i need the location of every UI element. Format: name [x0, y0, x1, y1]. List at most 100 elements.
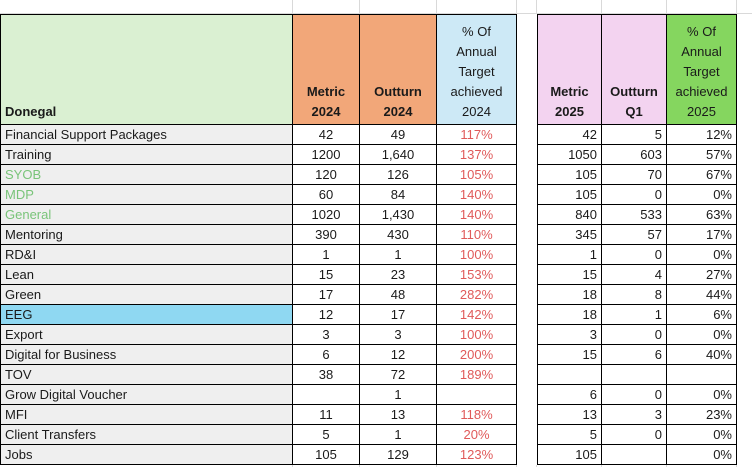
grid-cell[interactable]	[0, 0, 293, 14]
metric-2025-header-cell[interactable]: Metric 2025	[537, 14, 602, 125]
pct-target-2024-cell[interactable]: 142%	[437, 305, 517, 325]
row-label-cell[interactable]: Digital for Business	[0, 345, 293, 365]
outturn-2024-cell[interactable]: 1,640	[360, 145, 437, 165]
row-label-cell[interactable]: General	[0, 205, 293, 225]
pct-target-2024-cell[interactable]: 100%	[437, 245, 517, 265]
pct-target-2024-cell[interactable]: 123%	[437, 445, 517, 465]
outturn-q1-cell[interactable]: 5	[602, 125, 667, 145]
pct-target-2025-cell[interactable]: 17%	[667, 225, 737, 245]
metric-2024-cell[interactable]: 60	[293, 185, 360, 205]
pct-target-2025-cell[interactable]	[667, 365, 737, 385]
outturn-2024-cell[interactable]: 430	[360, 225, 437, 245]
pct-target-2025-cell[interactable]: 6%	[667, 305, 737, 325]
metric-2025-cell[interactable]: 42	[537, 125, 602, 145]
metric-2025-cell[interactable]: 105	[537, 445, 602, 465]
row-label-cell[interactable]: Green	[0, 285, 293, 305]
pct-target-2025-cell[interactable]: 0%	[667, 245, 737, 265]
pct-target-2025-cell[interactable]: 67%	[667, 165, 737, 185]
pct-target-2025-cell[interactable]: 44%	[667, 285, 737, 305]
pct-target-2025-cell[interactable]: 0%	[667, 325, 737, 345]
row-label-cell[interactable]: EEG	[0, 305, 293, 325]
outturn-q1-cell[interactable]: 70	[602, 165, 667, 185]
outturn-2024-cell[interactable]: 48	[360, 285, 437, 305]
metric-2025-cell[interactable]: 1	[537, 245, 602, 265]
pct-target-2024-cell[interactable]: 153%	[437, 265, 517, 285]
pct-target-2025-cell[interactable]: 57%	[667, 145, 737, 165]
metric-2024-cell[interactable]: 390	[293, 225, 360, 245]
outturn-2024-cell[interactable]: 23	[360, 265, 437, 285]
pct-target-2025-cell[interactable]: 0%	[667, 385, 737, 405]
pct-target-2024-cell[interactable]: 140%	[437, 205, 517, 225]
region-title-cell[interactable]: Donegal	[0, 14, 293, 125]
outturn-2024-cell[interactable]: 129	[360, 445, 437, 465]
pct-target-2024-cell[interactable]: 200%	[437, 345, 517, 365]
outturn-q1-header-cell[interactable]: Outturn Q1	[602, 14, 667, 125]
metric-2024-cell[interactable]: 1200	[293, 145, 360, 165]
outturn-q1-cell[interactable]: 0	[602, 425, 667, 445]
outturn-q1-cell[interactable]: 0	[602, 245, 667, 265]
row-label-cell[interactable]: RD&I	[0, 245, 293, 265]
outturn-2024-header-cell[interactable]: Outturn 2024	[360, 14, 437, 125]
row-label-cell[interactable]: Jobs	[0, 445, 293, 465]
pct-target-2025-cell[interactable]: 12%	[667, 125, 737, 145]
outturn-q1-cell[interactable]: 6	[602, 345, 667, 365]
outturn-2024-cell[interactable]: 84	[360, 185, 437, 205]
outturn-2024-cell[interactable]: 126	[360, 165, 437, 185]
metric-2024-cell[interactable]: 11	[293, 405, 360, 425]
outturn-q1-cell[interactable]: 533	[602, 205, 667, 225]
outturn-q1-cell[interactable]: 0	[602, 185, 667, 205]
metric-2024-cell[interactable]: 1020	[293, 205, 360, 225]
outturn-q1-cell[interactable]: 57	[602, 225, 667, 245]
metric-2025-cell[interactable]: 105	[537, 165, 602, 185]
metric-2024-cell[interactable]: 1	[293, 245, 360, 265]
metric-2024-cell[interactable]: 12	[293, 305, 360, 325]
metric-2025-cell[interactable]: 345	[537, 225, 602, 245]
metric-2024-cell[interactable]: 105	[293, 445, 360, 465]
row-label-cell[interactable]: Grow Digital Voucher	[0, 385, 293, 405]
pct-target-2024-cell[interactable]: 137%	[437, 145, 517, 165]
outturn-2024-cell[interactable]: 3	[360, 325, 437, 345]
pct-target-2024-cell[interactable]: 282%	[437, 285, 517, 305]
row-label-cell[interactable]: Mentoring	[0, 225, 293, 245]
outturn-2024-cell[interactable]: 1	[360, 385, 437, 405]
grid-cell[interactable]	[537, 0, 602, 14]
metric-2024-cell[interactable]: 3	[293, 325, 360, 345]
metric-2025-cell[interactable]: 1050	[537, 145, 602, 165]
grid-cell[interactable]	[517, 0, 537, 14]
row-label-cell[interactable]: TOV	[0, 365, 293, 385]
metric-2025-cell[interactable]: 5	[537, 425, 602, 445]
outturn-2024-cell[interactable]: 1	[360, 425, 437, 445]
pct-target-2025-cell[interactable]: 27%	[667, 265, 737, 285]
metric-2025-cell[interactable]: 15	[537, 345, 602, 365]
pct-target-2025-header-cell[interactable]: % Of Annual Target achieved 2025	[667, 14, 737, 125]
metric-2024-cell[interactable]: 42	[293, 125, 360, 145]
pct-target-2025-cell[interactable]: 0%	[667, 425, 737, 445]
outturn-q1-cell[interactable]: 3	[602, 405, 667, 425]
pct-target-2025-cell[interactable]: 0%	[667, 185, 737, 205]
pct-target-2025-cell[interactable]: 40%	[667, 345, 737, 365]
metric-2024-cell[interactable]	[293, 385, 360, 405]
grid-cell[interactable]	[667, 0, 737, 14]
pct-target-2024-cell[interactable]: 20%	[437, 425, 517, 445]
outturn-q1-cell[interactable]: 4	[602, 265, 667, 285]
outturn-2024-cell[interactable]: 12	[360, 345, 437, 365]
outturn-2024-cell[interactable]: 17	[360, 305, 437, 325]
metric-2024-cell[interactable]: 5	[293, 425, 360, 445]
grid-cell[interactable]	[360, 0, 437, 14]
outturn-q1-cell[interactable]	[602, 445, 667, 465]
outturn-q1-cell[interactable]	[602, 365, 667, 385]
row-label-cell[interactable]: SYOB	[0, 165, 293, 185]
metric-2024-cell[interactable]: 38	[293, 365, 360, 385]
outturn-2024-cell[interactable]: 1,430	[360, 205, 437, 225]
row-label-cell[interactable]: Lean	[0, 265, 293, 285]
outturn-2024-cell[interactable]: 13	[360, 405, 437, 425]
outturn-2024-cell[interactable]: 72	[360, 365, 437, 385]
metric-2025-cell[interactable]: 105	[537, 185, 602, 205]
outturn-2024-cell[interactable]: 49	[360, 125, 437, 145]
metric-2025-cell[interactable]: 18	[537, 305, 602, 325]
pct-target-2024-cell[interactable]: 105%	[437, 165, 517, 185]
outturn-q1-cell[interactable]: 0	[602, 385, 667, 405]
metric-2024-cell[interactable]: 6	[293, 345, 360, 365]
outturn-q1-cell[interactable]: 8	[602, 285, 667, 305]
metric-2025-cell[interactable]: 3	[537, 325, 602, 345]
